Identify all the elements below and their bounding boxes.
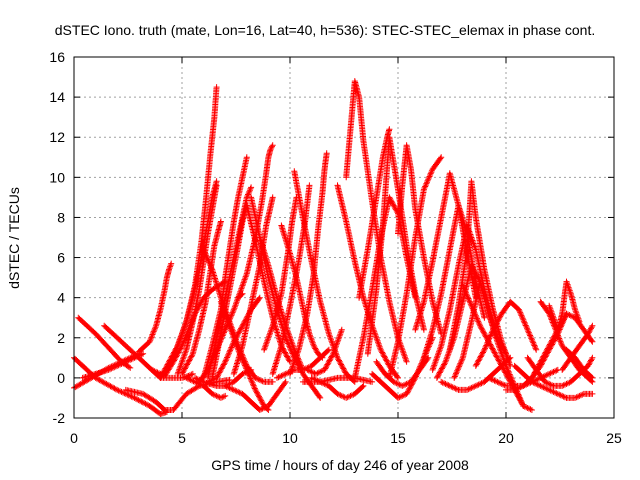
series-markers [174, 182, 220, 377]
series-markers [356, 126, 393, 301]
series-markers [395, 142, 445, 337]
y-tick-label: 12 [49, 129, 65, 145]
series-18 [209, 202, 250, 381]
series-51 [446, 178, 514, 369]
y-tick-label: 10 [49, 169, 65, 185]
series-63 [563, 346, 596, 381]
series-markers [446, 178, 514, 369]
series-markers [135, 260, 175, 355]
series-markers [308, 374, 367, 401]
series-markers [209, 202, 250, 381]
data-series [71, 78, 596, 417]
series-39 [356, 126, 393, 301]
x-tick-label: 0 [70, 430, 78, 446]
series-markers [472, 298, 540, 369]
x-tick-label: 5 [178, 430, 186, 446]
y-tick-label: 6 [57, 250, 65, 266]
series-markers [157, 84, 220, 381]
series-markers [373, 354, 432, 389]
series-markers [235, 142, 276, 301]
series-markers [546, 278, 583, 333]
series-36 [308, 374, 367, 401]
y-axis-title: dSTEC / TECUs [6, 187, 22, 289]
series-markers [291, 168, 358, 385]
y-tick-label: 2 [57, 330, 65, 346]
y-tick-label: -2 [53, 410, 66, 426]
x-tick-label: 25 [606, 430, 622, 446]
y-tick-label: 0 [57, 370, 65, 386]
series-markers [183, 374, 229, 401]
series-markers [148, 366, 196, 381]
series-12 [183, 374, 229, 401]
x-tick-label: 10 [282, 430, 298, 446]
series-26 [235, 142, 276, 301]
x-axis-title: GPS time / hours of day 246 of year 2008 [211, 457, 469, 473]
series-markers [304, 326, 345, 377]
series-34 [304, 326, 345, 377]
plot-area [73, 56, 615, 419]
series-37 [334, 182, 401, 381]
series-10 [174, 182, 220, 377]
series-45 [395, 142, 445, 337]
y-tick-label: 14 [49, 89, 65, 105]
series-6 [135, 260, 175, 355]
y-tick-label: 16 [49, 49, 65, 65]
series-22 [222, 378, 289, 413]
series-27 [230, 194, 276, 377]
y-tick-label: 8 [57, 209, 65, 225]
series-43 [373, 354, 432, 389]
series-markers [563, 346, 596, 381]
x-tick-label: 20 [498, 430, 514, 446]
series-57 [511, 362, 596, 401]
series-markers [222, 378, 289, 413]
series-19 [157, 84, 220, 381]
series-markers [364, 134, 427, 357]
series-markers [334, 182, 401, 381]
series-33 [291, 168, 358, 385]
series-7 [148, 366, 196, 381]
chart-title: dSTEC Iono. truth (mate, Lon=16, Lat=40,… [55, 22, 595, 38]
x-tick-label: 15 [390, 430, 406, 446]
series-61 [546, 278, 583, 333]
series-41 [364, 134, 427, 357]
series-54 [472, 298, 540, 369]
y-tick-label: 4 [57, 290, 65, 306]
series-markers [511, 362, 596, 401]
series-markers [230, 194, 276, 377]
